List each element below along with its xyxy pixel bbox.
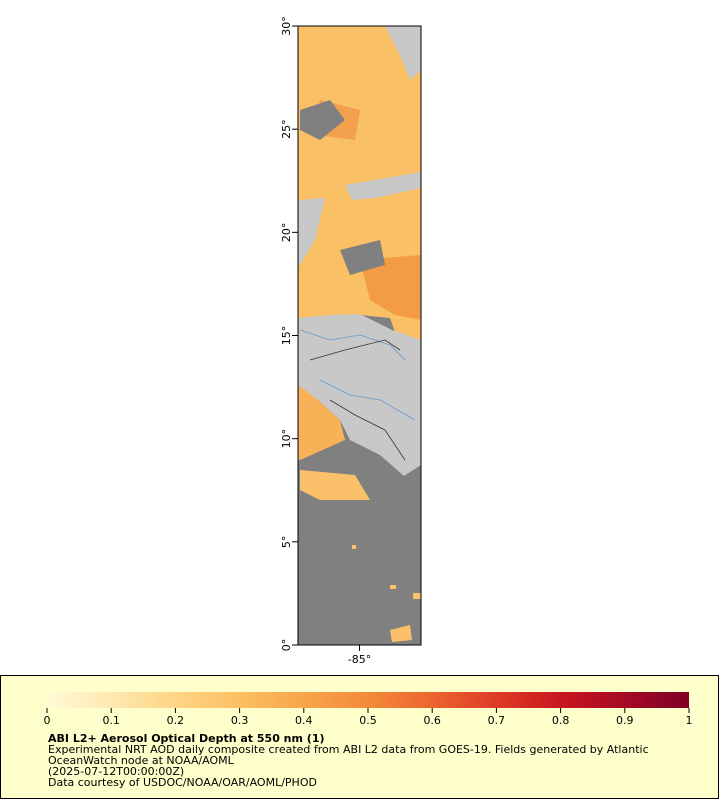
colorbar-tick-label: 0 xyxy=(44,714,51,727)
colorbar-tick-label: 1 xyxy=(686,714,693,727)
map-image xyxy=(298,26,421,645)
colorbar-tick-label: 0.1 xyxy=(102,714,120,727)
colorbar xyxy=(47,692,689,708)
y-tick-label: 0° xyxy=(280,639,293,652)
caption-line: Experimental NRT AOD daily composite cre… xyxy=(48,743,649,756)
colorbar-tick-label: 0.5 xyxy=(359,714,377,727)
y-tick-label: 10° xyxy=(280,429,293,449)
y-tick-label: 15° xyxy=(280,326,293,346)
caption-line: Data courtesy of USDOC/NOAA/OAR/AOML/PHO… xyxy=(48,776,317,789)
caption-line: (2025-07-12T00:00:00Z) xyxy=(48,765,184,778)
caption-line: OceanWatch node at NOAA/AOML xyxy=(48,754,235,767)
colorbar-tick-label: 0.2 xyxy=(167,714,185,727)
colorbar-tick-label: 0.4 xyxy=(295,714,313,727)
colorbar-tick-label: 0.7 xyxy=(488,714,506,727)
y-tick-label: 25° xyxy=(280,119,293,139)
x-tick-label: -85° xyxy=(348,653,371,666)
y-tick-label: 20° xyxy=(280,223,293,243)
colorbar-tick-label: 0.9 xyxy=(616,714,634,727)
colorbar-tick-label: 0.8 xyxy=(552,714,570,727)
caption-title: ABI L2+ Aerosol Optical Depth at 550 nm … xyxy=(48,732,325,745)
y-tick-label: 30° xyxy=(280,16,293,36)
colorbar-tick-label: 0.3 xyxy=(231,714,249,727)
y-tick-label: 5° xyxy=(280,536,293,549)
colorbar-tick-label: 0.6 xyxy=(423,714,441,727)
